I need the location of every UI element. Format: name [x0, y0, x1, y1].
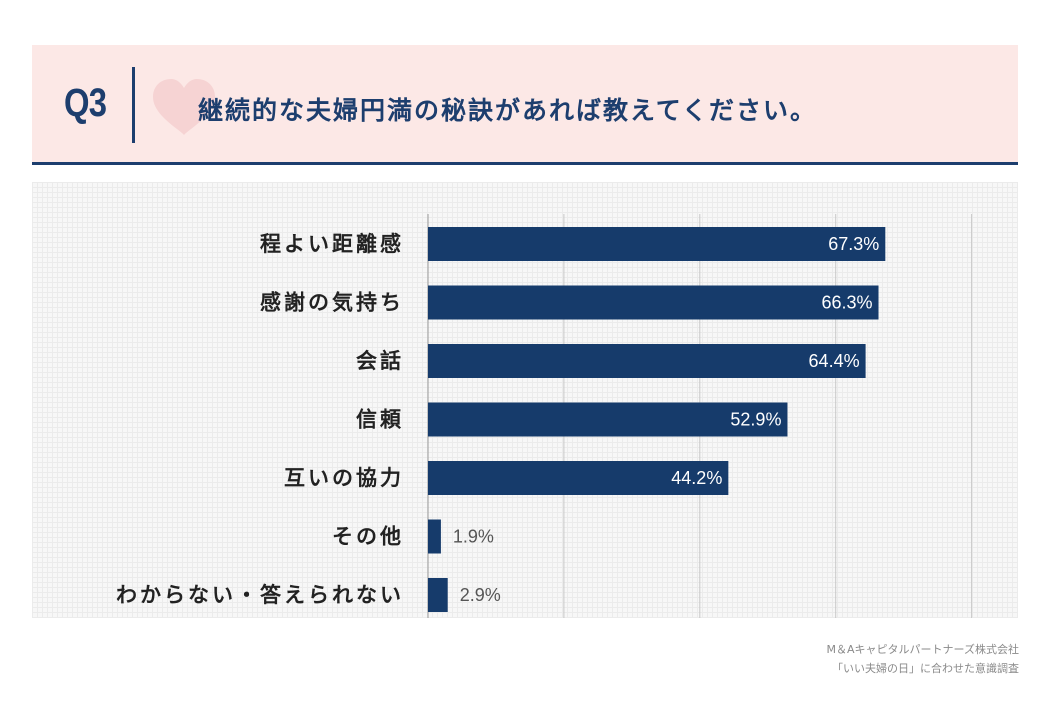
- value-label: 67.3%: [828, 234, 879, 254]
- bar: [428, 578, 448, 612]
- category-label: 会話: [356, 349, 404, 373]
- bar: [428, 344, 866, 378]
- chart-area: 程よい距離感 67.3% 感謝の気持ち 66.3% 会話 64.4% 信頼 52.9% 互いの協…: [32, 182, 1018, 618]
- bar-chart: 程よい距離感 67.3% 感謝の気持ち 66.3% 会話 64.4% 信頼 52.9% 互いの協…: [116, 214, 973, 618]
- value-label: 44.2%: [671, 468, 722, 488]
- category-label: わからない・答えられない: [116, 583, 404, 607]
- source-survey: 「いい夫婦の日」に合わせた意識調査: [832, 662, 1019, 675]
- heart-icon: [153, 79, 215, 135]
- bar: [428, 519, 441, 554]
- question-header: Q3 継続的な夫婦円満の秘訣があれば教えてください。: [32, 45, 1018, 165]
- category-label: 程よい距離感: [260, 232, 404, 256]
- value-label: 66.3%: [821, 293, 872, 313]
- value-label: 2.9%: [460, 585, 501, 605]
- category-label: その他: [332, 525, 404, 549]
- question-number: Q3: [64, 81, 107, 125]
- category-label: 感謝の気持ち: [260, 291, 404, 315]
- bar: [428, 461, 729, 495]
- value-label: 52.9%: [730, 410, 781, 430]
- bar: [428, 402, 788, 437]
- source-footer: M＆Aキャピタルパートナーズ株式会社 「いい夫婦の日」に合わせた意識調査: [827, 640, 1019, 678]
- category-label: 信頼: [356, 408, 404, 432]
- value-label: 64.4%: [809, 351, 860, 371]
- value-label: 1.9%: [453, 527, 494, 547]
- category-label: 互いの協力: [284, 466, 404, 490]
- header-divider: [132, 67, 135, 143]
- source-company: M＆Aキャピタルパートナーズ株式会社: [826, 643, 1019, 656]
- bar: [428, 285, 879, 320]
- question-text: 継続的な夫婦円満の秘訣があれば教えてください。: [198, 96, 818, 125]
- bar: [428, 227, 886, 261]
